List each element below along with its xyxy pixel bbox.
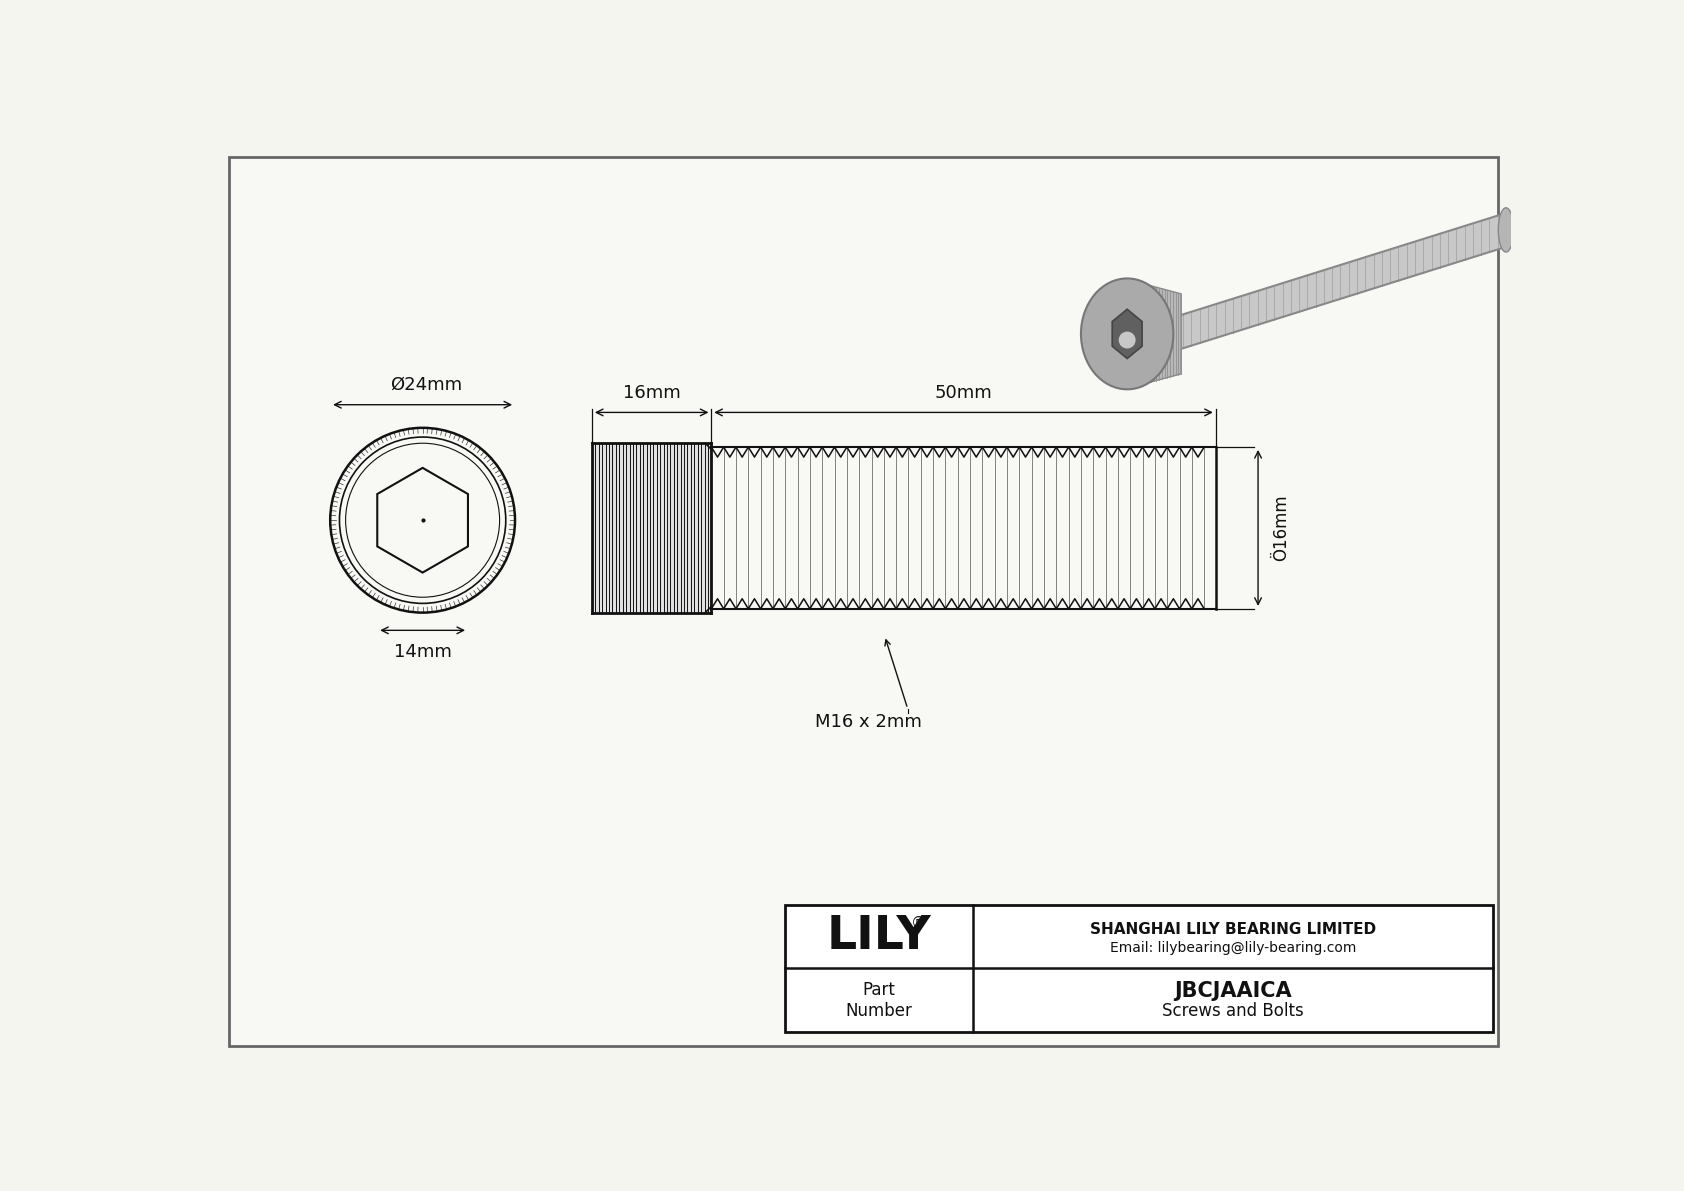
Ellipse shape — [1499, 207, 1514, 252]
Text: ®: ® — [911, 916, 926, 930]
Text: LILY: LILY — [827, 915, 931, 959]
Polygon shape — [1175, 213, 1505, 351]
Bar — [593, 443, 711, 612]
Polygon shape — [1111, 310, 1142, 358]
Text: Email: lilybearing@lily-bearing.com: Email: lilybearing@lily-bearing.com — [1110, 941, 1356, 954]
Text: 16mm: 16mm — [623, 384, 680, 401]
Text: Ö16mm: Ö16mm — [1271, 494, 1290, 561]
Polygon shape — [1123, 279, 1180, 389]
Text: 50mm: 50mm — [935, 384, 992, 401]
Ellipse shape — [1081, 279, 1174, 389]
Ellipse shape — [1118, 331, 1135, 349]
Text: Part
Number: Part Number — [845, 981, 913, 1019]
Text: 14mm: 14mm — [394, 643, 451, 661]
Ellipse shape — [340, 437, 505, 604]
Text: M16 x 2mm: M16 x 2mm — [815, 712, 923, 731]
Polygon shape — [377, 468, 468, 573]
Text: SHANGHAI LILY BEARING LIMITED: SHANGHAI LILY BEARING LIMITED — [1090, 922, 1376, 936]
Bar — [785, 905, 1494, 1033]
Bar — [711, 447, 1216, 609]
Text: Ø24mm: Ø24mm — [391, 376, 463, 394]
Text: Screws and Bolts: Screws and Bolts — [1162, 1002, 1303, 1021]
Text: JBCJAAICA: JBCJAAICA — [1174, 981, 1292, 1002]
